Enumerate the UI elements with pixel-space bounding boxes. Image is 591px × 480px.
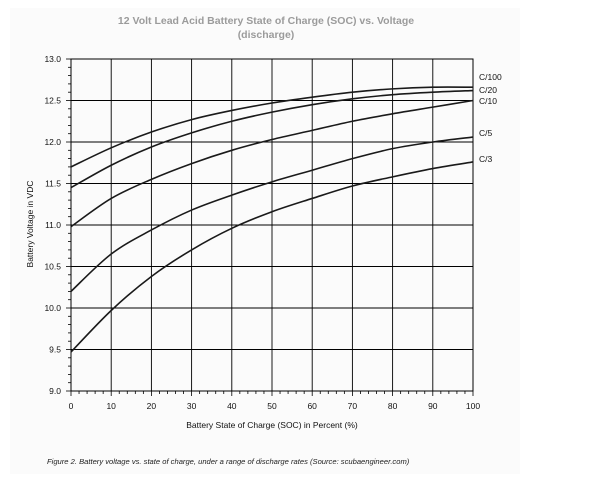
- y-axis-label: Battery Voltage in VDC: [25, 181, 35, 268]
- x-tick-label: 10: [106, 401, 116, 411]
- series-line-c-100: [70, 86, 474, 168]
- x-tick-label: 20: [147, 401, 157, 411]
- x-tick-label: 100: [466, 401, 480, 411]
- series-line-c-3: [70, 161, 474, 353]
- y-tick-label: 9.5: [49, 345, 61, 355]
- chart-title: 12 Volt Lead Acid Battery State of Charg…: [118, 15, 414, 27]
- y-tick-label: 12.0: [44, 137, 61, 147]
- figure-caption: Figure 2. Battery voltage vs. state of c…: [47, 457, 410, 466]
- chart-subtitle: (discharge): [238, 29, 295, 41]
- grid: [70, 58, 474, 392]
- series-label-c-5: C/5: [479, 128, 493, 138]
- series-lines: [70, 86, 474, 353]
- x-tick-label: 70: [348, 401, 358, 411]
- x-tick-label: 50: [267, 401, 277, 411]
- x-tick-label: 0: [69, 401, 74, 411]
- y-axis-ticks: 9.0 9.5 10.0 10.5 11.0 11.5 12.0 12.5 13.0: [44, 54, 61, 396]
- x-tick-label: 80: [388, 401, 398, 411]
- y-tick-label: 10.0: [44, 303, 61, 313]
- y-tick-label: 11.5: [45, 179, 61, 189]
- series-labels: C/100 C/20C/10 C/5 C/3: [479, 72, 502, 164]
- y-tick-label: 11.0: [45, 220, 61, 230]
- x-tick-label: 30: [187, 401, 197, 411]
- series-label-c-100: C/100: [479, 72, 502, 82]
- y-tick-label: 12.5: [44, 96, 61, 106]
- y-tick-label: 9.0: [49, 386, 61, 396]
- y-tick-label: 10.5: [44, 262, 61, 272]
- series-label-c-20: C/20: [479, 85, 497, 95]
- series-line-c-10: [70, 99, 474, 228]
- x-axis-label: Battery State of Charge (SOC) in Percent…: [186, 420, 358, 430]
- x-tick-label: 90: [428, 401, 438, 411]
- x-axis-ticks: 0 10 20 30 40 50 60 70 80 90 100: [69, 401, 481, 411]
- minor-ticks: [66, 58, 474, 396]
- x-tick-label: 40: [227, 401, 237, 411]
- series-line-c-5: [70, 136, 474, 292]
- series-label-c-3: C/3: [479, 154, 493, 164]
- x-tick-label: 60: [307, 401, 317, 411]
- chart-panel: [10, 8, 520, 474]
- y-tick-label: 13.0: [44, 54, 61, 64]
- series-line-c-20: [70, 89, 474, 189]
- series-label-c-10: C/10: [479, 96, 497, 106]
